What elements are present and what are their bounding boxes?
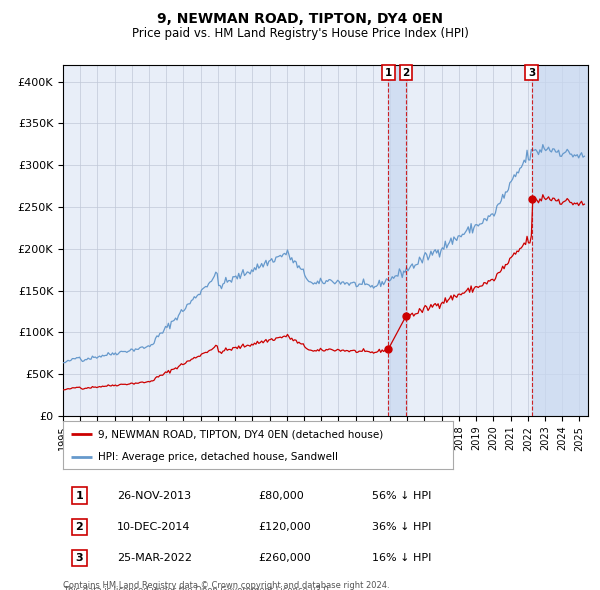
- Bar: [532, 65, 588, 416]
- Text: 2: 2: [76, 522, 83, 532]
- Text: £260,000: £260,000: [258, 553, 311, 563]
- Text: 2: 2: [403, 68, 410, 78]
- Text: 9, NEWMAN ROAD, TIPTON, DY4 0EN (detached house): 9, NEWMAN ROAD, TIPTON, DY4 0EN (detache…: [98, 429, 383, 439]
- Text: 10-DEC-2014: 10-DEC-2014: [117, 522, 191, 532]
- Text: 26-NOV-2013: 26-NOV-2013: [117, 491, 191, 500]
- Text: Price paid vs. HM Land Registry's House Price Index (HPI): Price paid vs. HM Land Registry's House …: [131, 27, 469, 40]
- Text: 56% ↓ HPI: 56% ↓ HPI: [372, 491, 431, 500]
- Text: HPI: Average price, detached house, Sandwell: HPI: Average price, detached house, Sand…: [98, 452, 338, 462]
- Text: 1: 1: [76, 491, 83, 500]
- Text: 25-MAR-2022: 25-MAR-2022: [117, 553, 192, 563]
- Text: 16% ↓ HPI: 16% ↓ HPI: [372, 553, 431, 563]
- Text: 3: 3: [76, 553, 83, 563]
- Text: £80,000: £80,000: [258, 491, 304, 500]
- Text: 1: 1: [385, 68, 392, 78]
- Text: 36% ↓ HPI: 36% ↓ HPI: [372, 522, 431, 532]
- Text: This data is licensed under the Open Government Licence v3.0.: This data is licensed under the Open Gov…: [63, 586, 331, 590]
- Text: 3: 3: [528, 68, 535, 78]
- Text: 9, NEWMAN ROAD, TIPTON, DY4 0EN: 9, NEWMAN ROAD, TIPTON, DY4 0EN: [157, 12, 443, 26]
- Bar: [388, 65, 406, 416]
- Text: £120,000: £120,000: [258, 522, 311, 532]
- Text: Contains HM Land Registry data © Crown copyright and database right 2024.: Contains HM Land Registry data © Crown c…: [63, 581, 389, 589]
